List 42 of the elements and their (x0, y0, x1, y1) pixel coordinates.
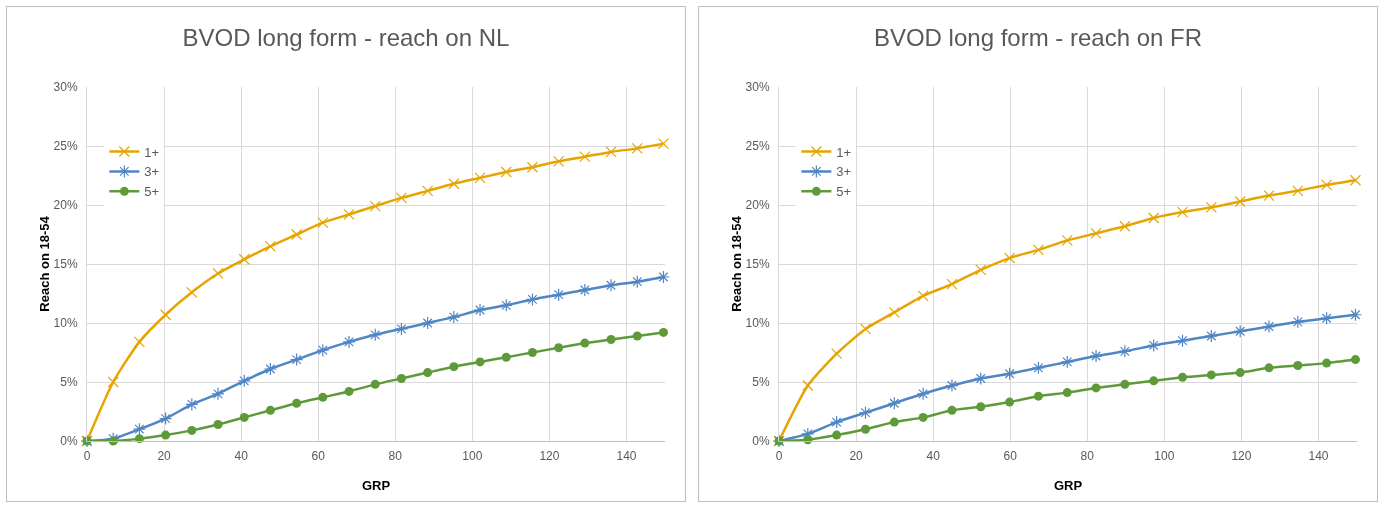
legend-label: 1+ (144, 144, 160, 160)
y-tick-label: 5% (752, 375, 770, 390)
legend-label: 1+ (836, 144, 852, 160)
x-tick-label: 60 (311, 449, 326, 464)
x-tick-label: 20 (849, 449, 864, 464)
x-tick-label: 120 (1231, 449, 1252, 464)
x-tick-label: 100 (462, 449, 483, 464)
x-tick-label: 20 (157, 449, 172, 464)
y-tick-label: 5% (60, 375, 78, 390)
y-tick-label: 20% (53, 198, 78, 213)
y-axis-title: Reach on 18-54 (36, 215, 52, 312)
y-tick-label: 25% (745, 139, 770, 154)
x-axis-title: GRP (1053, 478, 1083, 493)
x-tick-label: 80 (1080, 449, 1095, 464)
y-tick-label: 25% (53, 139, 78, 154)
legend-label: 5+ (836, 184, 852, 200)
y-axis-title: Reach on 18-54 (728, 215, 744, 312)
y-tick-label: 15% (53, 257, 78, 272)
chart-title: BVOD long form - reach on NL (182, 24, 510, 52)
y-tick-label: 30% (745, 80, 770, 95)
y-tick-label: 20% (745, 198, 770, 213)
x-tick-label: 100 (1154, 449, 1175, 464)
x-tick-label: 80 (388, 449, 403, 464)
x-tick-label: 140 (1308, 449, 1329, 464)
y-tick-label: 0% (752, 434, 770, 449)
legend-label: 5+ (144, 184, 160, 200)
x-tick-label: 60 (1003, 449, 1018, 464)
x-tick-label: 40 (926, 449, 941, 464)
legend-label: 3+ (144, 164, 160, 180)
y-tick-label: 0% (60, 434, 78, 449)
x-tick-label: 140 (616, 449, 637, 464)
legend-label: 3+ (836, 164, 852, 180)
x-tick-label: 0 (83, 449, 91, 464)
y-tick-label: 10% (53, 316, 78, 331)
x-tick-label: 120 (539, 449, 560, 464)
x-tick-label: 40 (234, 449, 249, 464)
x-axis-title: GRP (361, 478, 391, 493)
y-tick-label: 15% (745, 257, 770, 272)
chart-title: BVOD long form - reach on FR (873, 24, 1203, 52)
x-tick-label: 0 (775, 449, 783, 464)
y-tick-label: 10% (745, 316, 770, 331)
y-tick-label: 30% (53, 80, 78, 95)
